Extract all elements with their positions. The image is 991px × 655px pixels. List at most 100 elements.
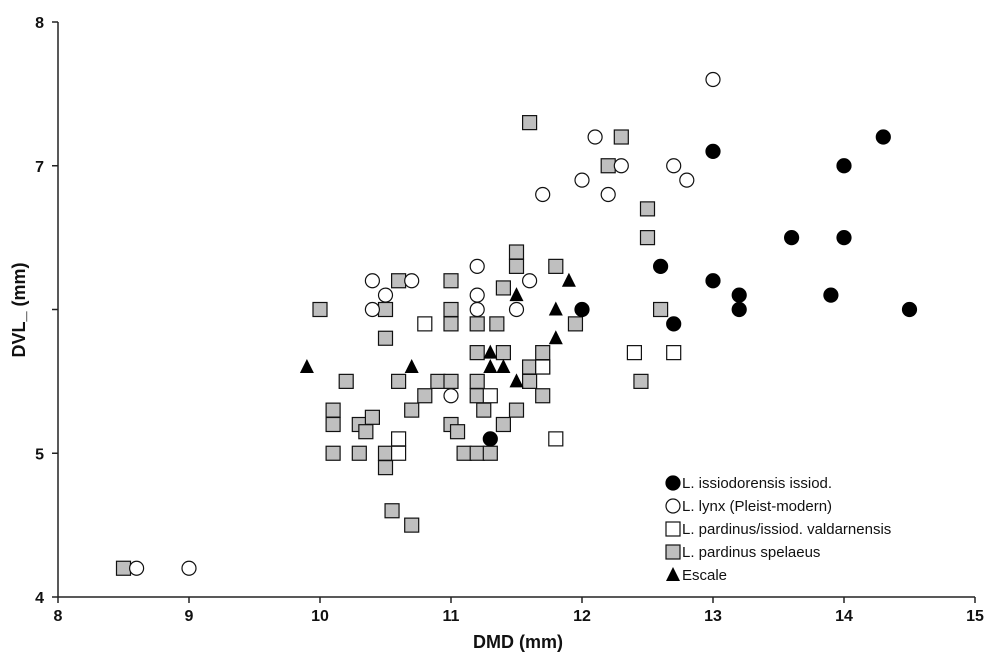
data-point bbox=[535, 359, 551, 375]
series-3 bbox=[115, 115, 669, 576]
data-point bbox=[391, 431, 407, 447]
series-0 bbox=[482, 129, 918, 447]
data-point bbox=[548, 301, 563, 316]
data-point bbox=[391, 445, 407, 461]
data-point bbox=[666, 316, 682, 332]
data-points bbox=[115, 71, 918, 576]
data-point bbox=[600, 186, 616, 203]
data-point bbox=[430, 373, 446, 389]
data-point bbox=[325, 416, 341, 433]
data-point bbox=[548, 258, 564, 274]
data-point bbox=[449, 424, 466, 440]
data-point bbox=[508, 402, 525, 418]
x-tick-label: 11 bbox=[443, 608, 460, 625]
data-point bbox=[377, 301, 394, 318]
data-point bbox=[364, 409, 380, 425]
data-point bbox=[384, 503, 400, 519]
x-tick-label: 12 bbox=[573, 608, 591, 625]
data-point bbox=[469, 301, 485, 318]
axes bbox=[52, 21, 976, 603]
data-point bbox=[364, 301, 380, 318]
data-point bbox=[652, 258, 669, 274]
x-tick-label: 15 bbox=[966, 608, 984, 625]
data-point bbox=[443, 316, 459, 332]
data-point bbox=[521, 115, 538, 131]
legend-label: L. issiodorensis issiod. bbox=[682, 475, 832, 492]
data-point bbox=[129, 560, 145, 576]
data-point bbox=[417, 388, 433, 404]
data-point bbox=[731, 301, 747, 318]
data-point bbox=[836, 230, 852, 246]
data-point bbox=[496, 359, 511, 373]
data-point bbox=[679, 172, 695, 188]
series-2 bbox=[391, 316, 682, 461]
data-point bbox=[325, 402, 341, 418]
data-point bbox=[351, 445, 367, 461]
y-tick-label: 5 bbox=[35, 446, 44, 463]
legend-marker bbox=[666, 567, 680, 581]
data-point bbox=[338, 373, 354, 389]
data-point bbox=[115, 560, 132, 576]
data-point bbox=[391, 273, 407, 289]
data-point bbox=[404, 273, 420, 289]
legend-marker bbox=[665, 521, 681, 537]
data-point bbox=[364, 273, 380, 289]
data-point bbox=[535, 186, 551, 203]
data-point bbox=[521, 359, 538, 375]
data-point bbox=[469, 445, 485, 461]
data-point bbox=[489, 316, 505, 332]
data-point bbox=[495, 416, 511, 433]
data-point bbox=[705, 143, 721, 159]
data-point bbox=[358, 424, 374, 440]
data-point bbox=[391, 373, 407, 389]
data-point bbox=[377, 445, 394, 461]
data-point bbox=[469, 287, 485, 303]
data-point bbox=[456, 445, 472, 461]
data-point bbox=[404, 359, 419, 373]
y-axis-title: DVL_ (mm) bbox=[9, 262, 29, 357]
data-point bbox=[495, 345, 511, 361]
data-point bbox=[613, 158, 629, 174]
data-point bbox=[652, 301, 669, 318]
data-point bbox=[666, 345, 682, 361]
data-point bbox=[731, 287, 747, 303]
data-point bbox=[535, 388, 551, 404]
data-point bbox=[469, 388, 485, 404]
x-tick-label: 13 bbox=[704, 608, 722, 625]
data-point bbox=[443, 273, 459, 289]
data-point bbox=[639, 230, 656, 246]
data-point bbox=[443, 388, 459, 404]
data-point bbox=[548, 330, 563, 345]
legend-marker bbox=[665, 498, 681, 514]
legend-label: L. pardinus/issiod. valdarnensis bbox=[682, 521, 891, 538]
data-point bbox=[508, 244, 525, 260]
data-point bbox=[639, 201, 656, 217]
legend-label: L. lynx (Pleist-modern) bbox=[682, 498, 832, 515]
data-point bbox=[561, 272, 576, 287]
data-point bbox=[705, 71, 721, 88]
data-point bbox=[483, 344, 498, 359]
data-point bbox=[508, 258, 525, 274]
tick-labels: 8 9 10 11 12 13 14 15 4 5 7 8 bbox=[35, 15, 984, 625]
series-1 bbox=[129, 71, 721, 576]
data-point bbox=[417, 316, 433, 332]
data-point bbox=[482, 431, 498, 447]
data-point bbox=[535, 345, 551, 361]
data-point bbox=[705, 273, 721, 289]
data-point bbox=[574, 172, 590, 188]
data-point bbox=[495, 280, 511, 296]
legend-label: L. pardinus spelaeus bbox=[682, 544, 820, 561]
data-point bbox=[181, 560, 197, 576]
legend-marker bbox=[665, 544, 681, 560]
data-point bbox=[600, 158, 616, 174]
data-point bbox=[521, 373, 538, 389]
data-point bbox=[476, 402, 492, 418]
legend-marker bbox=[665, 475, 681, 491]
data-point bbox=[567, 316, 584, 332]
data-point bbox=[666, 158, 682, 174]
legend: L. issiodorensis issiod. L. lynx (Pleist-… bbox=[665, 475, 891, 584]
data-point bbox=[783, 230, 800, 246]
data-point bbox=[482, 388, 498, 404]
x-axis-title: DMD (mm) bbox=[473, 632, 563, 652]
